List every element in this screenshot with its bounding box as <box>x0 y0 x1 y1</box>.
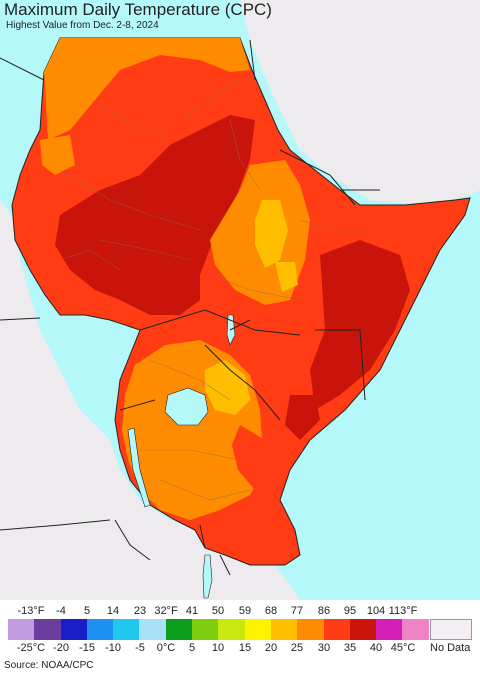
legend-tick-f: 32°F <box>154 605 178 617</box>
yellow-zone-ethiopia <box>255 200 288 268</box>
lake-victoria <box>164 387 209 426</box>
legend-tick-c: -15 <box>79 642 95 654</box>
legend-swatch <box>349 619 377 640</box>
legend-tick-f: 14 <box>106 605 120 617</box>
no-data-label: No Data <box>430 642 471 654</box>
legend-tick-f: 5 <box>83 605 91 617</box>
legend-tick-c: -5 <box>135 642 145 654</box>
outside-land-southwest <box>0 0 300 600</box>
legend-swatch <box>192 619 219 640</box>
legend-swatch <box>165 619 193 640</box>
legend-tick-f: 23 <box>133 605 147 617</box>
map-title: Maximum Daily Temperature (CPC) <box>4 0 272 19</box>
map-frame: Maximum Daily Temperature (CPC) Highest … <box>0 0 480 600</box>
legend-tick-c: -10 <box>105 642 121 654</box>
legend-tick-f: -4 <box>56 605 66 617</box>
legend-swatch <box>402 619 429 640</box>
legend-swatch <box>270 619 298 640</box>
yellow-zone-lakes <box>205 360 250 415</box>
legend-swatch <box>86 619 114 640</box>
legend-tick-f: 59 <box>238 605 252 617</box>
legend-tick-c: 30 <box>317 642 331 654</box>
country-borders <box>0 39 380 576</box>
admin-borders <box>59 79 370 501</box>
map-subtitle: Highest Value from Dec. 2-8, 2024 <box>6 20 159 31</box>
darkred-zone-horn <box>310 240 410 410</box>
legend-tick-c: 25 <box>290 642 304 654</box>
legend-tick-c: 20 <box>264 642 278 654</box>
legend-tick-c: 10 <box>211 642 225 654</box>
legend-tick-f: 41 <box>185 605 199 617</box>
legend-tick-c: 0°C <box>156 642 176 654</box>
legend-tick-c: -20 <box>53 642 69 654</box>
legend-tick-f: 68 <box>264 605 278 617</box>
darkred-zone-sudan <box>55 115 255 315</box>
lake-malawi <box>202 554 213 599</box>
legend-swatch <box>218 619 245 640</box>
orange-zone-northwest <box>40 135 75 175</box>
lake-tanganyika <box>127 427 151 508</box>
legend-swatch <box>376 619 403 640</box>
darkred-zone-kenya-coast <box>285 395 320 440</box>
legend-tick-c: 35 <box>343 642 357 654</box>
legend-swatch <box>323 619 350 640</box>
legend-swatch <box>60 619 87 640</box>
legend-tick-c: 45°C <box>390 642 416 654</box>
color-legend: -13°F -4 5 14 23 32°F 41 50 59 68 77 86 … <box>0 600 480 660</box>
yellow-zone-ethiopia-south <box>275 262 298 292</box>
legend-swatch <box>113 619 140 640</box>
no-data-swatch <box>430 619 472 640</box>
legend-tick-f: 95 <box>343 605 357 617</box>
legend-tick-f: 77 <box>290 605 304 617</box>
legend-tick-f: -13°F <box>17 605 45 617</box>
source-label: Source: NOAA/CPC <box>4 660 94 671</box>
orange-zone-north <box>44 38 250 140</box>
legend-swatch <box>244 619 271 640</box>
temperature-map <box>0 0 480 600</box>
legend-tick-f: 104 <box>366 605 386 617</box>
legend-color-bar <box>8 619 429 640</box>
legend-tick-c: -25°C <box>16 642 46 654</box>
legend-tick-c: 40 <box>369 642 383 654</box>
legend-swatch <box>139 619 166 640</box>
legend-swatch <box>297 619 324 640</box>
legend-tick-c: 5 <box>188 642 196 654</box>
red-zone-tanzania-east <box>232 425 268 490</box>
legend-swatch <box>34 619 61 640</box>
legend-tick-c: 15 <box>238 642 252 654</box>
legend-tick-f: 113°F <box>388 605 418 617</box>
arabian-peninsula <box>265 0 480 190</box>
legend-swatch <box>8 619 35 640</box>
legend-tick-f: 50 <box>211 605 225 617</box>
legend-tick-f: 86 <box>317 605 331 617</box>
